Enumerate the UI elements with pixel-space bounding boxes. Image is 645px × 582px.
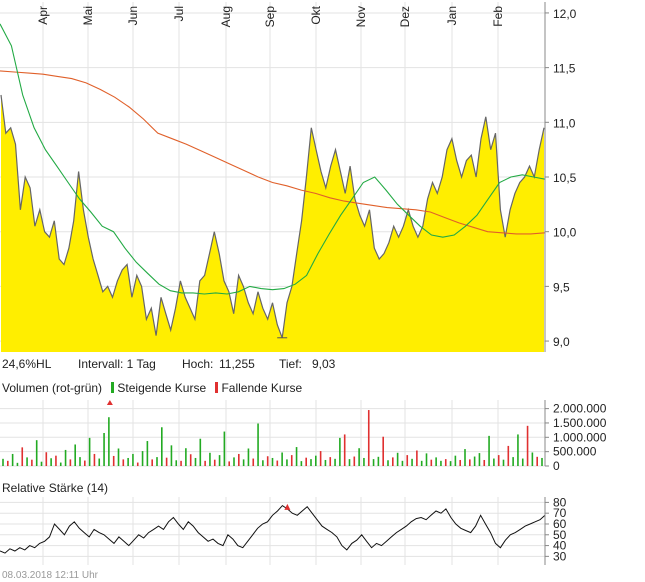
price-panel: 12,0 11,5 11,0 10,5 10,0 9,5 9,0 Apr Mai Jun Jul Au… — [0, 2, 577, 352]
month-label: Jan — [445, 6, 459, 25]
volume-tick-label: 2.000.000 — [553, 402, 607, 416]
month-label: Jul — [172, 6, 186, 21]
legend-down-swatch — [215, 382, 219, 393]
month-label: Sep — [263, 6, 277, 28]
y-tick-label: 11,5 — [553, 62, 576, 76]
volume-tick-label: 1.000.000 — [553, 430, 607, 444]
volume-clip-marker — [106, 400, 113, 405]
month-label: Aug — [219, 6, 233, 27]
sma-200-line — [0, 70, 546, 235]
month-label: Mai — [81, 6, 95, 25]
y-tick-label: 11,0 — [553, 116, 576, 130]
y-tick-label: 10,0 — [553, 226, 577, 240]
volume-title: Volumen (rot-grün) — [2, 381, 103, 395]
rsi-tick-label: 30 — [553, 549, 567, 563]
rsi-background — [0, 497, 545, 565]
rsi-tick-label: 80 — [553, 495, 567, 509]
volume-tick-label: 1.500.000 — [553, 416, 607, 430]
y-tick-label: 12,0 — [553, 7, 577, 21]
y-tick-label: 9,5 — [553, 280, 570, 294]
timestamp: 08.03.2018 12:11 Uhr — [2, 570, 99, 581]
volume-legend: Volumen (rot-grün) Steigende Kurse Falle… — [2, 381, 302, 395]
rsi-line — [0, 504, 546, 554]
y-tick-label: 10,5 — [553, 171, 577, 185]
rsi-overbought-marker — [284, 503, 291, 510]
legend-up-swatch — [111, 382, 115, 393]
month-label: Okt — [309, 5, 323, 24]
month-label: Dez — [398, 6, 412, 27]
month-label: Nov — [354, 6, 368, 27]
high-value: 11,255 — [219, 357, 255, 371]
month-label: Apr — [36, 6, 50, 25]
rsi-tick-label: 70 — [553, 506, 567, 520]
volume-background — [0, 400, 545, 466]
legend-down-label: Fallende Kurse — [221, 381, 303, 395]
interval-label: Intervall: 1 Tag — [78, 357, 156, 371]
low-label: Tief: — [279, 357, 302, 371]
high-label: Hoch: — [182, 357, 214, 371]
price-line — [0, 94, 545, 339]
rsi-tick-label: 40 — [553, 539, 567, 553]
legend-up-label: Steigende Kurse — [117, 381, 207, 395]
price-area — [1, 95, 544, 352]
y-tick-label: 9,0 — [553, 335, 570, 349]
sma-38-line — [0, 23, 546, 295]
volume-tick-label: 0 — [553, 459, 560, 470]
rsi-tick-label: 50 — [553, 528, 567, 542]
month-label: Feb — [491, 6, 505, 27]
rsi-title: Relative Stärke (14) — [2, 481, 109, 495]
volume-tick-label: 500.000 — [553, 445, 597, 459]
month-label: Jun — [126, 6, 140, 25]
range-percent: 24,6%HL — [2, 357, 52, 371]
low-value: 9,03 — [312, 357, 336, 371]
rsi-tick-label: 60 — [553, 517, 567, 531]
